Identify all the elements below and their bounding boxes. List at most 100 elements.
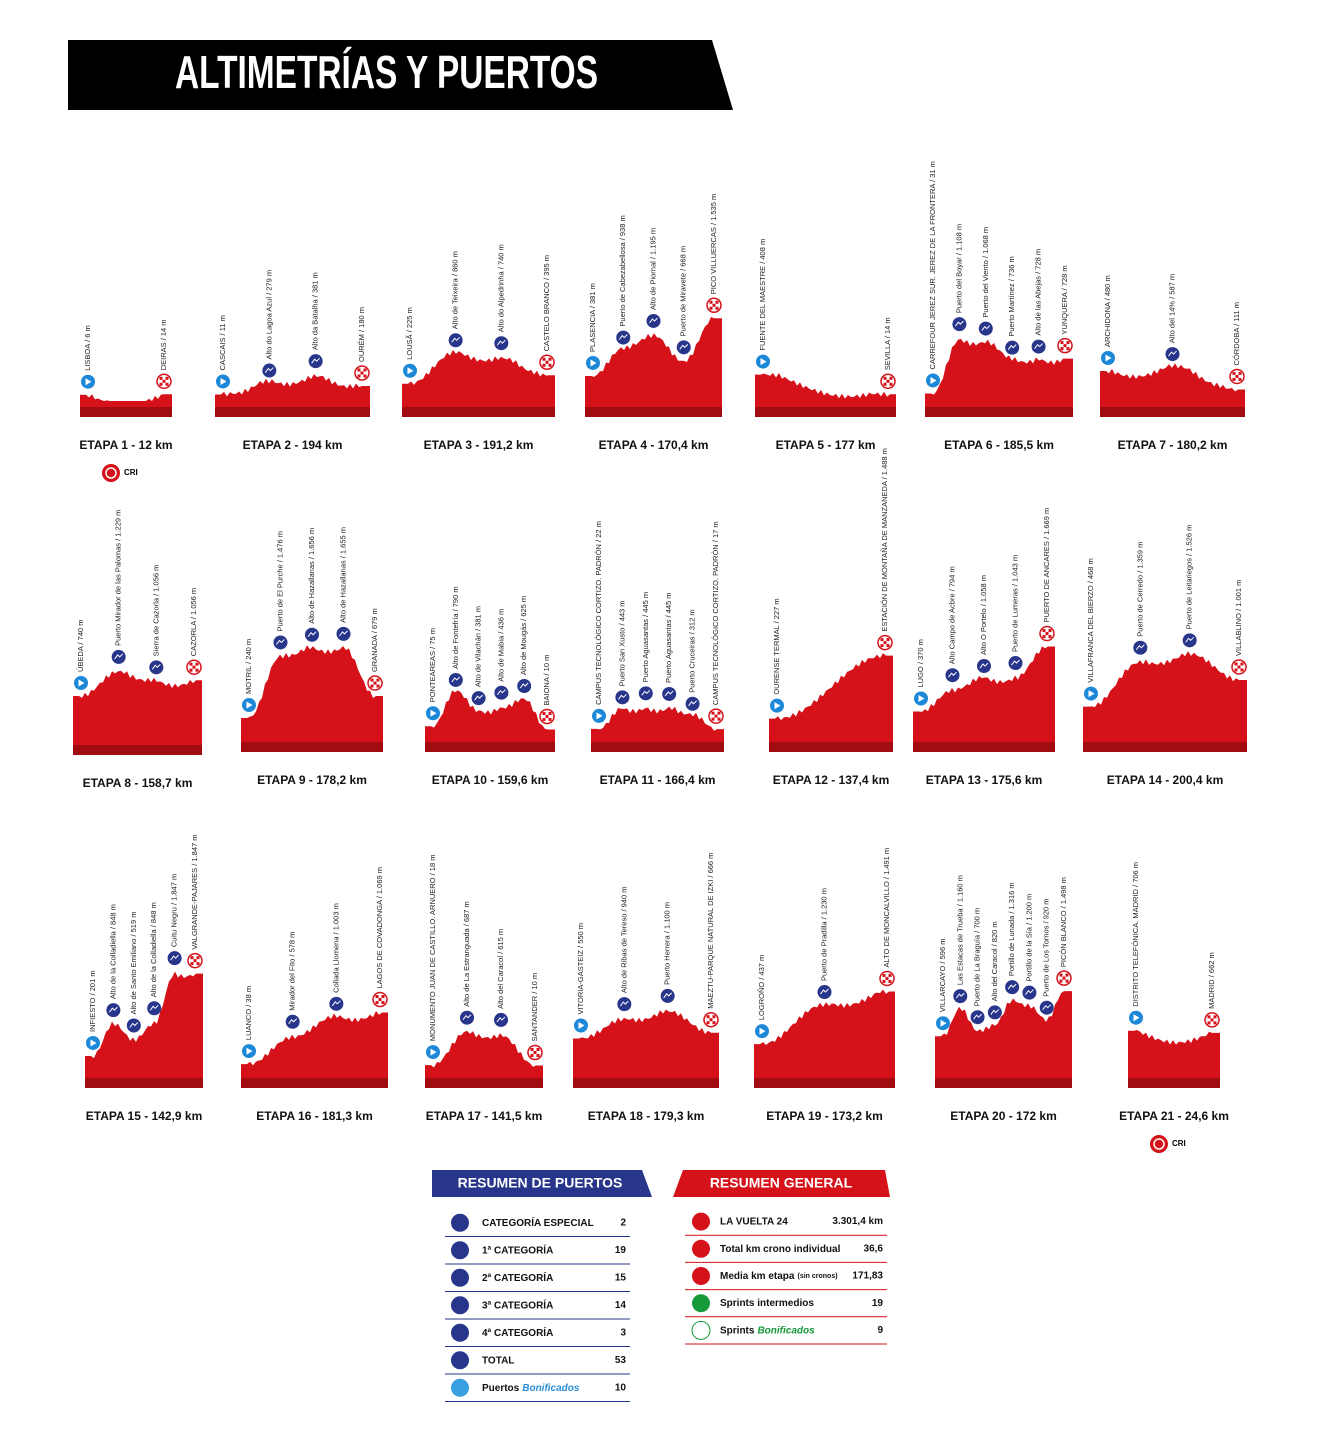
- climb-icon: [494, 1012, 508, 1027]
- row-value: 36,6: [864, 1243, 884, 1254]
- checker: [360, 371, 364, 375]
- climb-glyph: [979, 662, 989, 669]
- checker: [533, 1051, 537, 1054]
- climb-glyph: [618, 334, 628, 340]
- checker: [363, 368, 367, 372]
- climb-icon: [662, 686, 677, 701]
- climb-icon: [126, 1018, 141, 1033]
- checker: [1042, 629, 1046, 633]
- checker: [706, 1021, 710, 1025]
- climb-glyph: [1025, 989, 1034, 995]
- title-bar: [68, 40, 733, 110]
- stage-label: LOUSÃ / 225 m: [405, 307, 414, 360]
- stage-label: Puerto del Boyar / 1.108 m: [954, 224, 963, 313]
- stage-label: CAMPUS TECNOLÓGICO CORTIZO. PADRÓN / 17 …: [711, 521, 720, 705]
- stage-label: Puerto de Lumeras / 1.043 m: [1010, 555, 1019, 652]
- checker: [1234, 662, 1238, 666]
- climb-glyph: [276, 639, 285, 645]
- stage-profile: VILLAFRANCA DEL BIERZO / 468 m Puerto de …: [1083, 525, 1247, 787]
- checker: [357, 374, 361, 378]
- checker: [542, 357, 546, 361]
- terrain-base: [425, 742, 555, 752]
- row-value: 19: [615, 1245, 627, 1256]
- checker: [1213, 1015, 1217, 1019]
- checker: [1240, 668, 1244, 672]
- row-icon: [451, 1351, 469, 1370]
- stage-label: CASTELO BRANCO / 395 m: [542, 255, 551, 351]
- row-value: 3.301,4 km: [832, 1216, 883, 1227]
- stage-profile: OURENSE TERMAL / 227 m ESTACIÓN DE MONTAÑ…: [769, 448, 893, 787]
- stage-caption: ETAPA 16 - 181,3 km: [256, 1109, 373, 1123]
- checker: [882, 973, 886, 977]
- stage-label: Puerto de El Purche / 1.476 m: [275, 531, 284, 631]
- climb-icon: [1133, 640, 1148, 655]
- stage-label: VALGRANDE-PAJARES / 1.847 m: [190, 834, 199, 949]
- climb-icon: [336, 626, 351, 641]
- stage-caption: ETAPA 19 - 173,2 km: [766, 1109, 883, 1123]
- climb-glyph: [1185, 636, 1195, 643]
- checker: [883, 376, 887, 380]
- terrain-base: [402, 407, 555, 417]
- checker: [886, 644, 890, 648]
- checker: [717, 717, 721, 721]
- climb-icon: [471, 691, 486, 706]
- stage-label: Alto del Caracol / 615 m: [496, 929, 505, 1009]
- stage-label: ALTO DE MONCALVILLO / 1.491 m: [882, 848, 891, 968]
- checker: [1065, 979, 1069, 983]
- climb-icon: [1005, 980, 1020, 995]
- climb-icon: [1022, 985, 1037, 1000]
- terrain: [754, 989, 895, 1078]
- checker: [1207, 1015, 1211, 1019]
- climb-icon: [262, 363, 277, 378]
- checker: [195, 668, 199, 672]
- row-label-text: TOTAL: [482, 1355, 514, 1366]
- start-arrow: [78, 679, 85, 687]
- stage-caption: ETAPA 7 - 180,2 km: [1118, 438, 1228, 452]
- row-label: 1ª CATEGORÍA: [482, 1243, 553, 1256]
- checker: [190, 962, 194, 966]
- climb-glyph: [151, 663, 161, 670]
- start-arrow: [90, 1039, 97, 1047]
- climb-icon: [285, 1014, 300, 1029]
- row-value: 14: [615, 1300, 627, 1311]
- table-title: RESUMEN DE PUERTOS: [458, 1175, 623, 1191]
- checker: [536, 1048, 540, 1051]
- start-arrow: [246, 1047, 253, 1055]
- terrain-base: [1128, 1078, 1220, 1088]
- terrain: [1083, 651, 1247, 742]
- row-label-text: Sprints: [720, 1325, 755, 1336]
- cri-dial: [105, 467, 117, 479]
- checker: [373, 681, 377, 685]
- stage-profile: LOGROÑO / 437 m Puerto de Pradilla / 1.23…: [754, 848, 895, 1123]
- terrain: [755, 372, 896, 407]
- climb-glyph: [451, 676, 461, 683]
- terrain: [215, 374, 370, 407]
- stage-caption: ETAPA 18 - 179,3 km: [588, 1109, 705, 1123]
- row-label-text: Total km crono individual: [720, 1243, 841, 1254]
- climb-glyph: [307, 631, 317, 638]
- terrain: [85, 971, 203, 1078]
- stage-profile: LUGO / 370 m Alto Campo de Acbre / 794 m A…: [913, 508, 1055, 787]
- stage-label: Alto de Santo Emiliano / 519 m: [129, 912, 138, 1015]
- stage-label: Alto de las Abejas / 728 m: [1034, 249, 1043, 336]
- stage-label: Alto de Vilachán / 381 m: [474, 606, 483, 687]
- checker: [883, 641, 887, 645]
- checker: [1059, 979, 1063, 983]
- stage-label: SEVILLA / 14 m: [883, 317, 892, 370]
- checker: [376, 678, 380, 682]
- checker: [545, 715, 549, 718]
- checker: [196, 956, 200, 960]
- checker: [548, 363, 552, 367]
- stage-label: Puerto de Los Tornos / 920 m: [1042, 898, 1051, 996]
- climb-icon: [945, 668, 960, 683]
- stage-label: Alto O Portelo / 1.058 m: [979, 575, 988, 655]
- stage-label: CASCAIS / 11 m: [218, 315, 227, 370]
- checker: [1207, 1021, 1211, 1025]
- terrain: [935, 991, 1072, 1078]
- stage-label: Alto de Fontefría / 790 m: [451, 586, 460, 669]
- row-label: 4ª CATEGORÍA: [482, 1325, 553, 1338]
- checker: [889, 376, 893, 380]
- stage-label: Portillo de la Sía / 1.200 m: [1024, 894, 1033, 982]
- stage-caption: ETAPA 13 - 175,6 km: [926, 773, 1043, 787]
